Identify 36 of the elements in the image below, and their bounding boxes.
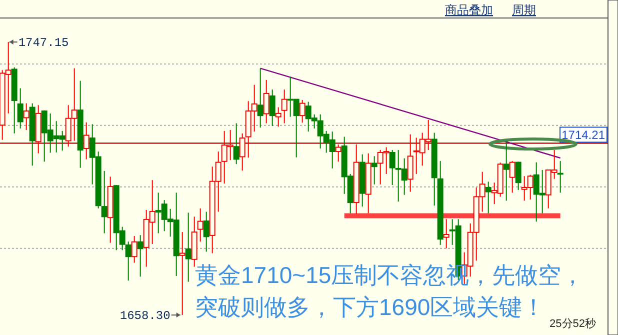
candlestick [83,122,90,160]
candlestick [239,132,246,172]
text: 周期 [512,3,536,17]
candlestick [233,122,240,165]
candlestick [503,142,510,202]
candlestick [17,88,24,129]
candlestick [179,232,186,316]
candlestick [101,170,108,234]
candlestick [443,218,450,249]
candlestick [275,106,282,128]
candlestick [371,156,378,185]
arrow-note: 1747.15 [8,36,69,50]
candlestick [557,160,564,194]
annotation: 1747.15 [18,36,69,50]
candlestick [131,236,138,264]
candlestick [185,212,192,282]
annotation: 突破则做多，下方1690区域关键！ [195,294,546,320]
candlestick [197,208,204,242]
arrow-note: 1658.30 [120,309,181,323]
candlestick [269,88,276,127]
candlestick [257,68,264,128]
candlestick [137,234,144,278]
candlestick [509,160,516,194]
candlestick [485,181,492,214]
text: 商品叠加 [445,3,493,17]
annotation: 1658.30 [120,309,170,323]
candlestick [299,99,306,124]
candlestick [263,79,270,124]
candlestick [203,211,210,252]
candlestick [281,88,288,124]
text: 25分52秒 [550,318,596,330]
candlestick [23,102,30,131]
candlestick [335,144,342,162]
ref-line-label: 1714.21 [562,128,606,142]
candlestick [515,161,522,190]
candlestick [407,134,414,192]
